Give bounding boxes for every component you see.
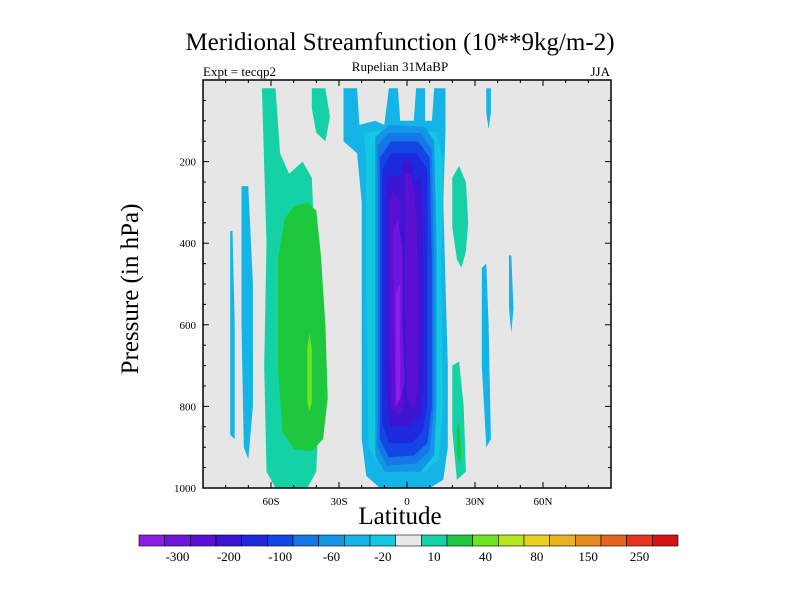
colorbar-swatch: [369, 534, 396, 547]
x-axis-title: Latitude: [358, 503, 442, 530]
contour-neg20-north-strip: [486, 88, 491, 129]
colorbar-swatch: [652, 534, 679, 547]
colorbar-label: -60: [323, 549, 340, 564]
colorbar-swatch: [344, 534, 371, 547]
x-tick-label: 60N: [534, 496, 553, 508]
contour-80-south: [307, 333, 312, 411]
colorbar-swatch: [498, 534, 525, 547]
colorbar-label: -100: [268, 549, 292, 564]
contour-10-north-lower: [452, 361, 466, 480]
colorbar-label: -300: [166, 549, 190, 564]
y-tick-label: 200: [180, 157, 197, 169]
colorbar-label: 250: [630, 549, 650, 564]
period-label: Rupelian 31MaBP: [351, 59, 449, 74]
y-tick-label: 800: [180, 401, 197, 413]
experiment-label: Expt = tecqp2: [203, 64, 277, 79]
contour-fills: [230, 88, 514, 488]
colorbar-swatch: [421, 534, 448, 547]
colorbar-swatch: [446, 534, 473, 547]
chart-title: Meridional Streamfunction (10**9kg/m-2): [185, 29, 615, 56]
contour-10-north: [452, 165, 469, 268]
colorbar-swatch: [215, 534, 242, 547]
colorbar-swatch: [626, 534, 653, 547]
y-axis: 200 400 600 800 1000: [174, 99, 611, 495]
y-tick-label: 600: [180, 320, 197, 332]
contour-neg20-north: [481, 263, 491, 448]
contour-neg300: [395, 284, 401, 407]
x-tick-label: 30S: [330, 496, 347, 508]
contour-neg200-b: [404, 173, 419, 411]
x-tick-label: 30N: [466, 496, 485, 508]
colorbar-label: -20: [374, 549, 391, 564]
contour-neg20-north-far: [509, 255, 514, 333]
colorbar-swatch: [267, 534, 294, 547]
x-tick-label: 60S: [262, 496, 279, 508]
colorbar-swatch: [241, 534, 268, 547]
colorbar-swatch: [523, 534, 550, 547]
contour-neg20-south: [241, 186, 253, 460]
contour-neg200-c: [393, 198, 398, 227]
x-tick-label: 0: [404, 496, 410, 508]
colorbar-label: 80: [530, 549, 543, 564]
colorbar-swatch: [472, 534, 499, 547]
colorbar-swatch: [575, 534, 602, 547]
season-label: JJA: [590, 64, 610, 79]
colorbar-swatch: [190, 534, 217, 547]
colorbar-swatch: [164, 534, 191, 547]
colorbar-swatch: [600, 534, 627, 547]
colorbar-label: 150: [578, 549, 598, 564]
colorbar-label: 40: [479, 549, 492, 564]
contour-neg200: [388, 190, 405, 415]
colorbar-label: 10: [428, 549, 441, 564]
colorbar: -300 -200 -100 -60 -20 10 40 80 150 250: [138, 534, 679, 564]
colorbar-swatch: [395, 534, 422, 547]
colorbar-swatch: [318, 534, 345, 547]
contour-40-north: [456, 422, 462, 464]
y-tick-label: 1000: [174, 483, 197, 495]
colorbar-swatch: [549, 534, 576, 547]
y-tick-label: 400: [180, 238, 197, 250]
x-axis: 60S 30S 0 30N 60N: [202, 80, 612, 508]
colorbar-swatch: [138, 534, 165, 547]
colorbar-label: -200: [217, 549, 241, 564]
contour-neg20-south-far: [230, 231, 235, 439]
contour-10-south-top: [311, 88, 330, 142]
colorbar-swatch: [292, 534, 319, 547]
contour-40-south: [277, 202, 328, 452]
